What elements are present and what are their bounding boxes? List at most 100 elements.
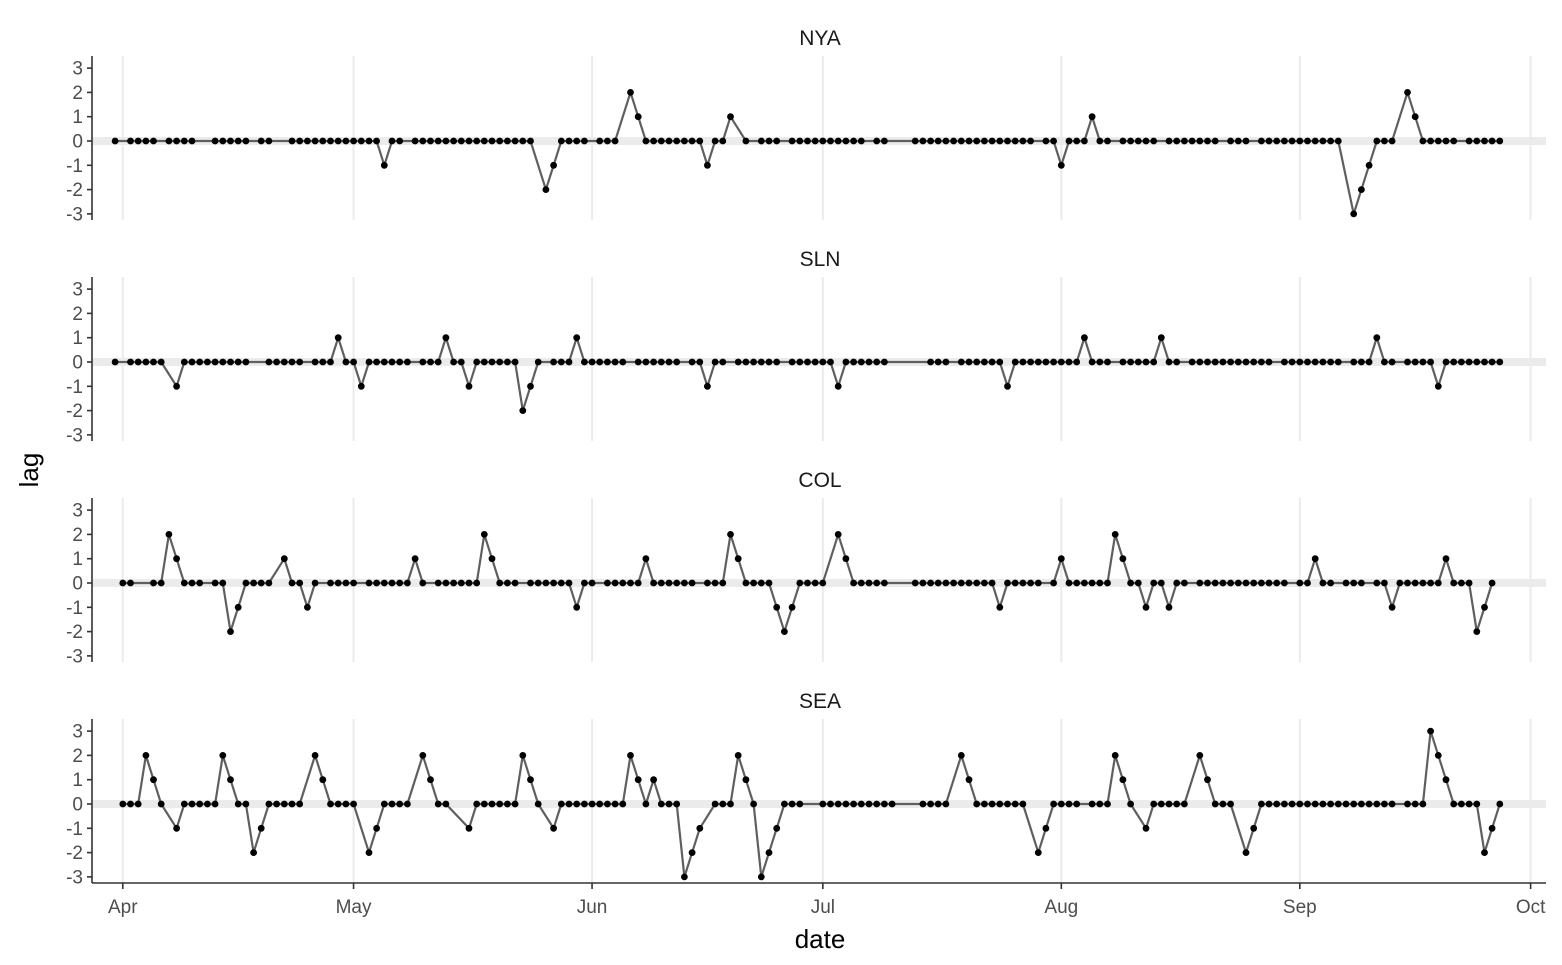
series-line-sln [115, 336, 1500, 412]
data-point [1150, 800, 1158, 808]
data-point [173, 824, 181, 832]
data-point [1181, 800, 1188, 808]
data-point [804, 358, 811, 366]
data-point [196, 800, 204, 808]
data-point [642, 800, 650, 808]
data-point [1442, 555, 1450, 563]
data-point [319, 358, 327, 366]
data-point [857, 358, 865, 366]
data-point [827, 800, 834, 808]
data-point [1388, 137, 1396, 145]
data-point [750, 579, 757, 587]
data-point [581, 800, 588, 808]
data-point [788, 137, 796, 145]
data-point [1004, 800, 1011, 808]
data-point [1419, 137, 1427, 145]
x-tick-label: Aug [1044, 897, 1078, 918]
data-point [442, 579, 450, 587]
data-point [442, 137, 450, 145]
data-point [681, 137, 688, 145]
data-point [488, 137, 496, 145]
data-point [1011, 800, 1019, 808]
data-point [150, 358, 157, 366]
data-point [1281, 137, 1288, 145]
data-point [1365, 358, 1373, 366]
data-point [127, 800, 134, 808]
data-point [1050, 137, 1057, 145]
data-point [211, 800, 219, 808]
data-point [665, 137, 673, 145]
data-point [934, 579, 942, 587]
data-point [781, 800, 788, 808]
data-point [1204, 776, 1211, 784]
data-point [1381, 137, 1388, 145]
data-point [988, 579, 996, 587]
data-point [1311, 555, 1319, 563]
data-point [1027, 579, 1034, 587]
data-point [1088, 800, 1096, 808]
data-point [1234, 579, 1242, 587]
data-point [888, 800, 896, 808]
data-point [1273, 137, 1281, 145]
data-point [380, 579, 388, 587]
data-point [1488, 137, 1496, 145]
data-point [673, 358, 681, 366]
data-point [311, 137, 319, 145]
data-point [796, 800, 804, 808]
data-point [850, 358, 857, 366]
data-point [1019, 800, 1027, 808]
data-point [857, 137, 865, 145]
data-point [927, 800, 934, 808]
data-point [342, 800, 350, 808]
data-point [1150, 358, 1158, 366]
data-point [334, 137, 342, 145]
data-point [881, 137, 888, 145]
data-point [542, 186, 550, 194]
x-tick-label: Jun [577, 897, 608, 918]
data-point [504, 800, 511, 808]
data-point [642, 358, 650, 366]
y-tick-label: -1 [66, 819, 83, 840]
data-point [1227, 137, 1234, 145]
data-point [688, 358, 696, 366]
data-point [1227, 800, 1234, 808]
data-point [1265, 800, 1273, 808]
data-point [957, 358, 965, 366]
data-point [850, 800, 857, 808]
data-point [1334, 800, 1342, 808]
data-point [811, 579, 819, 587]
data-point [627, 752, 634, 759]
data-point [611, 579, 619, 587]
data-point [234, 358, 242, 366]
data-point [865, 358, 873, 366]
x-tick-label: Jul [811, 897, 835, 918]
y-tick-label: 1 [72, 107, 83, 128]
data-point [1304, 579, 1311, 587]
data-point [565, 358, 573, 366]
y-tick-label: 1 [72, 770, 83, 791]
data-point [1142, 137, 1150, 145]
data-point [927, 358, 934, 366]
data-point [927, 579, 934, 587]
data-point [657, 800, 665, 808]
data-point [665, 579, 673, 587]
data-point [434, 137, 442, 145]
data-point [388, 579, 396, 587]
data-point [565, 137, 573, 145]
data-point [1273, 579, 1281, 587]
data-point [1004, 137, 1011, 145]
data-point [265, 800, 273, 808]
data-point [1358, 579, 1365, 587]
data-point [1242, 137, 1250, 145]
data-point [965, 579, 973, 587]
data-point [796, 358, 804, 366]
data-point [765, 358, 773, 366]
y-tick-label: 3 [72, 280, 83, 301]
data-point [773, 824, 781, 832]
data-point [365, 137, 373, 145]
data-point [704, 161, 711, 169]
data-point [850, 579, 857, 587]
data-point [881, 358, 888, 366]
y-tick-label: 0 [72, 795, 83, 816]
data-point [480, 800, 488, 808]
